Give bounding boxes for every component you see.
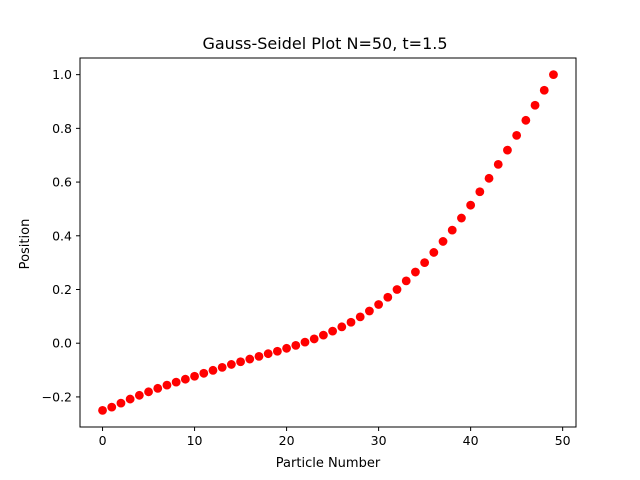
data-point <box>107 402 117 412</box>
data-point <box>365 306 374 316</box>
data-point <box>116 398 126 408</box>
data-point <box>401 276 411 286</box>
data-point <box>411 267 420 277</box>
data-point <box>171 377 181 387</box>
data-point <box>226 360 236 369</box>
data-point <box>466 200 476 210</box>
data-point <box>217 362 227 372</box>
data-point <box>254 351 264 361</box>
data-point <box>493 159 503 169</box>
data-points <box>98 70 558 415</box>
y-tick-label: 0.4 <box>52 228 72 243</box>
y-tick-label: 0.8 <box>52 121 72 136</box>
data-point <box>328 326 338 336</box>
data-point <box>309 334 319 344</box>
x-tick-label: 10 <box>187 433 203 448</box>
data-point <box>190 371 199 381</box>
data-point <box>208 365 218 375</box>
data-point <box>530 100 540 110</box>
data-point <box>503 145 512 155</box>
x-tick-label: 50 <box>555 433 571 448</box>
data-point <box>392 285 402 294</box>
x-tick-label: 30 <box>371 433 387 448</box>
y-tick-label: 0.0 <box>52 336 72 351</box>
data-point <box>420 258 430 268</box>
data-point <box>180 374 190 384</box>
data-point <box>153 383 163 393</box>
data-point <box>199 368 209 378</box>
chart-title: Gauss-Seidel Plot N=50, t=1.5 <box>202 34 447 53</box>
data-point <box>144 387 153 397</box>
data-point <box>291 340 301 350</box>
data-point <box>521 115 531 125</box>
data-point <box>549 70 558 80</box>
data-point <box>346 317 356 327</box>
data-point <box>300 337 310 347</box>
data-point <box>383 292 393 302</box>
y-tick-label: 0.6 <box>52 175 72 190</box>
x-axis-ticks: 0 10 20 30 40 50 <box>99 427 571 448</box>
data-point <box>447 225 457 235</box>
x-tick-label: 20 <box>279 433 295 448</box>
y-tick-label: 0.2 <box>52 282 72 297</box>
x-tick-label: 0 <box>99 433 107 448</box>
data-point <box>125 394 135 404</box>
data-point <box>475 187 485 197</box>
data-point <box>282 343 291 353</box>
data-point <box>355 312 365 322</box>
data-point <box>134 390 144 400</box>
x-tick-label: 40 <box>463 433 479 448</box>
data-point <box>484 173 494 183</box>
plot-frame <box>79 57 577 428</box>
data-point <box>374 300 384 309</box>
data-point <box>236 357 245 367</box>
data-point <box>245 354 255 364</box>
x-axis-label: Particle Number <box>276 456 381 471</box>
y-axis-label: Position <box>18 219 33 270</box>
data-point <box>337 322 347 332</box>
data-point <box>263 349 273 359</box>
data-point <box>318 330 328 340</box>
data-point <box>457 213 466 223</box>
data-point <box>272 346 282 356</box>
y-tick-label: −0.2 <box>42 389 72 404</box>
plot-area <box>79 57 577 428</box>
y-tick-label: 1.0 <box>52 67 72 82</box>
data-point <box>162 380 172 390</box>
data-point <box>429 248 439 257</box>
data-point <box>98 405 107 415</box>
data-point <box>512 130 522 140</box>
data-point <box>539 85 549 95</box>
data-point <box>438 237 448 246</box>
y-axis-ticks: −0.2 0.0 0.2 0.4 0.6 0.8 1.0 <box>42 67 80 404</box>
